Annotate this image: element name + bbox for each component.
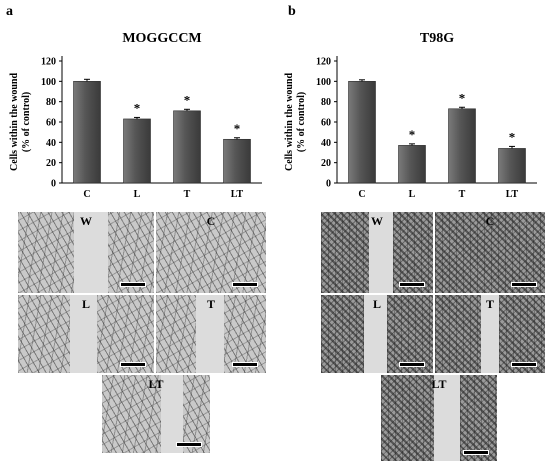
y-tick-label: 60 [46,118,56,129]
scale-bar [399,282,425,287]
cell-layer-left [18,295,70,373]
significance-marker: * [509,129,516,144]
scale-bar [176,442,202,447]
cell-layer-left [321,295,364,373]
scale-bar [511,282,537,287]
scale-bar [232,362,258,367]
bar-t [448,108,476,184]
bar-l [123,118,151,184]
micrograph-lt: LT [380,374,498,462]
micrograph-label: T [206,297,216,311]
x-tick-label: L [134,189,141,200]
significance-marker: * [184,92,191,107]
scale-bar [511,362,537,367]
micrograph-l: L [17,294,155,374]
micrograph-t: T [155,294,267,374]
chart-t98g: T98G Cells within the wound(% of control)… [284,31,537,200]
y-tick-label: 100 [316,77,331,88]
panel-b-letter: b [288,4,296,19]
micrograph-c: C [434,211,546,294]
cell-layer-left [102,375,162,453]
cell-layer-left [156,295,196,373]
cell-layer-right [498,295,545,373]
cell-layer-right [107,212,154,293]
micrograph-w: W [320,211,434,294]
scale-bar [120,282,146,287]
y-tick-label: 120 [316,57,331,68]
panel-a-letter: a [6,4,13,19]
micrograph-label: L [81,297,91,311]
cell-layer-right [224,295,266,373]
significance-marker: * [134,100,141,115]
x-tick-label: C [83,189,90,200]
significance-marker: * [234,121,241,136]
micrograph-label: W [371,214,383,228]
y-tick-label: 40 [321,138,331,149]
y-tick-label: 40 [46,138,56,149]
x-tick-label: LT [506,189,519,200]
y-tick-label: 120 [41,57,56,68]
bar-t [173,110,201,184]
cell-layer [156,212,266,293]
chart-title: T98G [420,31,454,46]
scale-bar [232,282,258,287]
x-tick-label: T [459,189,466,200]
x-tick-label: C [358,189,365,200]
micrograph-label: LT [431,377,447,391]
micrograph-label: L [372,297,382,311]
scale-bar [120,362,146,367]
micrograph-w: W [17,211,155,294]
bar-c [73,81,101,184]
significance-marker: * [409,127,416,142]
cell-layer-left [18,212,74,293]
cell-layer-right [183,375,210,453]
cell-layer-right [387,295,433,373]
micrograph-c: C [155,211,267,294]
significance-marker: * [459,90,466,105]
micrograph-l: L [320,294,434,374]
x-tick-label: LT [231,189,244,200]
micrograph-label: T [485,297,495,311]
y-tick-label: 0 [326,179,331,190]
cell-layer-right [459,375,497,461]
micrograph-label: C [485,214,495,228]
cell-layer-right [392,212,433,293]
bar-lt [223,138,251,184]
y-tick-label: 60 [321,118,331,129]
scale-bar [399,362,425,367]
scale-bar [463,450,489,455]
y-tick-label: 20 [46,158,56,169]
bar-c [348,81,376,184]
cell-layer-left [321,212,370,293]
micrograph-label: LT [148,377,164,391]
micrograph-lt: LT [101,374,211,454]
y-tick-label: 0 [51,179,56,190]
cell-layer-left [381,375,435,461]
y-tick-label: 20 [321,158,331,169]
y-tick-label: 80 [46,97,56,108]
cell-layer-left [435,295,482,373]
bar-l [398,145,426,184]
chart-title: MOGGCCM [122,31,201,46]
chart-moggccm: MOGGCCM Cells within the wound(% of contr… [9,31,262,200]
x-tick-label: L [409,189,416,200]
x-tick-label: T [184,189,191,200]
micrograph-t: T [434,294,546,374]
micrograph-label: W [80,214,92,228]
cell-layer-right [96,295,154,373]
micrograph-label: C [206,214,216,228]
cell-layer [435,212,545,293]
y-axis-label: Cells within the wound(% of control) [284,73,307,172]
y-tick-label: 80 [321,97,331,108]
y-axis-label: Cells within the wound(% of control) [9,73,32,172]
bar-lt [498,148,526,184]
y-tick-label: 100 [41,77,56,88]
